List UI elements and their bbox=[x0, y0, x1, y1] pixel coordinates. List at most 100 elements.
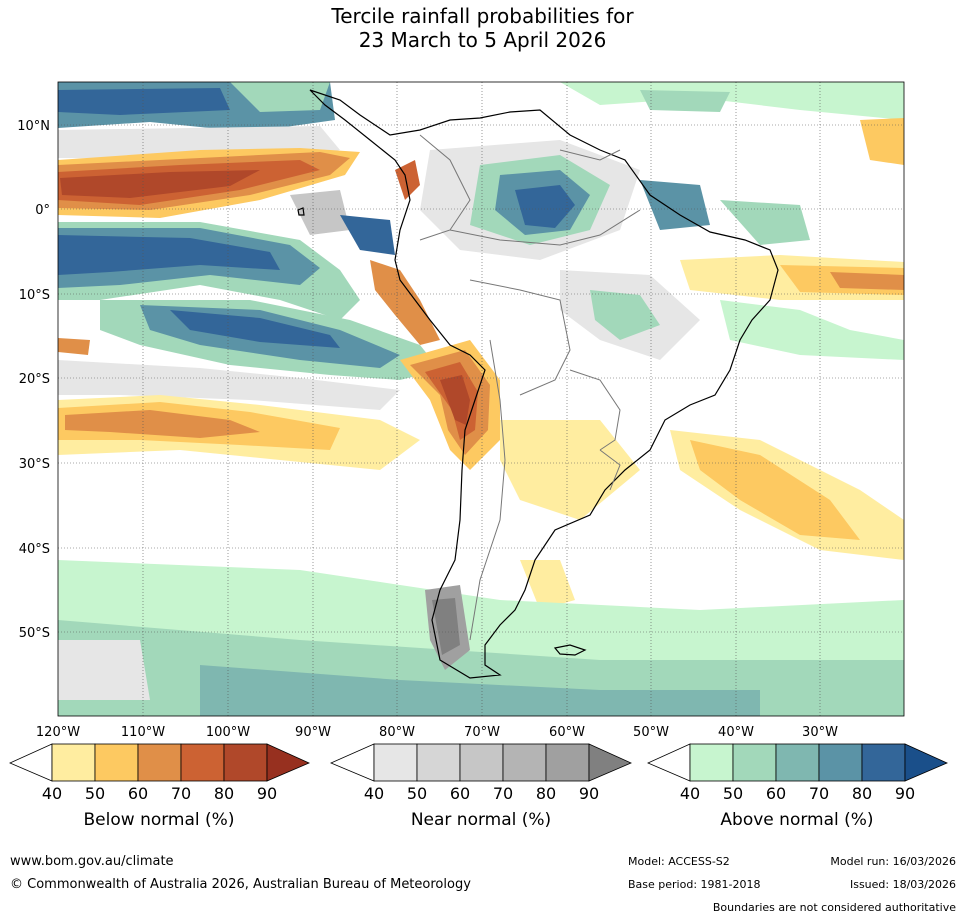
below-normal-area bbox=[830, 272, 904, 290]
colorbar-segment bbox=[94, 743, 139, 782]
colorbar-segment-high bbox=[904, 743, 948, 782]
above-normal-area bbox=[720, 200, 810, 245]
island-galapagos bbox=[297, 207, 305, 216]
below-normal-area bbox=[65, 410, 260, 438]
lon-label: 110°W bbox=[121, 725, 165, 740]
colorbar-below-normal: 40 50 60 70 80 90 Below normal (%) bbox=[9, 743, 310, 830]
below-normal-area bbox=[860, 118, 904, 165]
colorbar-label: Near normal (%) bbox=[411, 810, 551, 830]
border-line bbox=[569, 369, 621, 451]
lat-label: 10°N bbox=[17, 119, 50, 134]
model-text: Model: ACCESS-S2 bbox=[628, 855, 730, 868]
below-normal-area bbox=[58, 338, 90, 355]
above-normal-area bbox=[230, 82, 330, 112]
colorbar-tick: 80 bbox=[214, 784, 234, 803]
lat-label: 10°S bbox=[19, 288, 50, 303]
colorbar-segment bbox=[545, 743, 590, 782]
below-normal-area bbox=[60, 170, 260, 198]
colorbar-tick: 70 bbox=[171, 784, 191, 803]
issued-text: Issued: 18/03/2026 bbox=[850, 878, 956, 891]
colorbar-segment-low bbox=[647, 743, 691, 782]
above-normal-area bbox=[640, 180, 710, 230]
lat-label: 40°S bbox=[19, 542, 50, 557]
footer: www.bom.gov.au/climate © Commonwealth of… bbox=[10, 854, 956, 914]
latitude-labels: 10°N 0° 10°S 20°S 30°S 40°S 50°S bbox=[17, 119, 50, 641]
model-run-text: Model run: 16/03/2026 bbox=[830, 855, 956, 868]
colorbar-above-normal: 40 50 60 70 80 90 Above normal (%) bbox=[647, 743, 948, 830]
above-normal-area bbox=[515, 185, 575, 228]
colorbar-segment bbox=[416, 743, 461, 782]
border-line bbox=[419, 134, 471, 241]
colorbar-segment bbox=[732, 743, 777, 782]
lon-label: 100°W bbox=[206, 725, 250, 740]
colorbar-tick: 60 bbox=[128, 784, 148, 803]
above-normal-area bbox=[58, 88, 230, 115]
below-normal-area bbox=[440, 375, 470, 425]
gridlines bbox=[58, 82, 904, 716]
map-frame bbox=[57, 81, 905, 717]
colorbar-tick: 50 bbox=[407, 784, 427, 803]
colorbar-tick: 80 bbox=[536, 784, 556, 803]
near-normal-area bbox=[290, 190, 350, 235]
country-borders bbox=[419, 134, 641, 641]
colorbar-tick: 70 bbox=[809, 784, 829, 803]
near-normal-area bbox=[432, 598, 460, 655]
above-normal-area bbox=[640, 90, 730, 112]
south-america-coastline bbox=[309, 89, 779, 679]
lon-label: 40°W bbox=[718, 725, 754, 740]
border-line bbox=[469, 339, 506, 641]
lon-label: 80°W bbox=[379, 725, 415, 740]
lon-label: 120°W bbox=[36, 725, 80, 740]
colorbar-tick: 50 bbox=[85, 784, 105, 803]
colorbar-segment bbox=[459, 743, 504, 782]
lat-label: 20°S bbox=[19, 372, 50, 387]
colorbar-tick: 80 bbox=[852, 784, 872, 803]
colorbar-tick: 90 bbox=[257, 784, 277, 803]
lon-label: 70°W bbox=[464, 725, 500, 740]
lon-label: 50°W bbox=[633, 725, 669, 740]
near-normal-area bbox=[58, 640, 150, 700]
colorbar-tick: 40 bbox=[364, 784, 384, 803]
lat-label: 0° bbox=[35, 203, 50, 218]
colorbar-segment bbox=[775, 743, 820, 782]
near-normal-area bbox=[58, 360, 400, 410]
below-normal-area bbox=[690, 440, 860, 540]
title-line1: Tercile rainfall probabilities for bbox=[331, 4, 634, 28]
above-normal-area bbox=[720, 300, 904, 360]
below-normal-area bbox=[500, 420, 640, 520]
border-line bbox=[449, 209, 641, 246]
colorbar-tick: 40 bbox=[42, 784, 62, 803]
website-link: www.bom.gov.au/climate bbox=[10, 854, 174, 869]
colorbar-label: Below normal (%) bbox=[84, 810, 235, 830]
colorbar-segment-high bbox=[266, 743, 310, 782]
lat-label: 50°S bbox=[19, 626, 50, 641]
border-line bbox=[599, 449, 621, 491]
colorbar-segment bbox=[223, 743, 268, 782]
colorbar-tick: 40 bbox=[680, 784, 700, 803]
colorbar-segment bbox=[51, 743, 96, 782]
colorbar-segment-low bbox=[9, 743, 53, 782]
lon-label: 30°W bbox=[802, 725, 838, 740]
coastlines bbox=[297, 89, 779, 679]
colorbar-tick: 60 bbox=[450, 784, 470, 803]
above-normal-area bbox=[590, 290, 660, 340]
disclaimer-text: Boundaries are not considered authoritat… bbox=[713, 901, 956, 914]
colorbar-tick: 90 bbox=[579, 784, 599, 803]
colorbar-segment bbox=[689, 743, 734, 782]
colorbar-tick: 90 bbox=[895, 784, 915, 803]
colorbar-segment bbox=[137, 743, 182, 782]
below-normal-area bbox=[520, 560, 575, 610]
base-period-text: Base period: 1981-2018 bbox=[628, 878, 760, 891]
map-title: Tercile rainfall probabilities for 23 Ma… bbox=[0, 4, 965, 52]
above-normal-area bbox=[340, 215, 395, 255]
colorbar-tick: 60 bbox=[766, 784, 786, 803]
above-normal-area bbox=[200, 665, 760, 716]
colorbar-segment-high bbox=[588, 743, 632, 782]
lat-label: 30°S bbox=[19, 457, 50, 472]
colorbar-near-normal: 40 50 60 70 80 90 Near normal (%) bbox=[329, 743, 632, 830]
title-line2: 23 March to 5 April 2026 bbox=[358, 28, 607, 52]
border-line bbox=[469, 279, 571, 396]
colorbar-tick: 50 bbox=[723, 784, 743, 803]
island-falklands bbox=[553, 644, 587, 656]
